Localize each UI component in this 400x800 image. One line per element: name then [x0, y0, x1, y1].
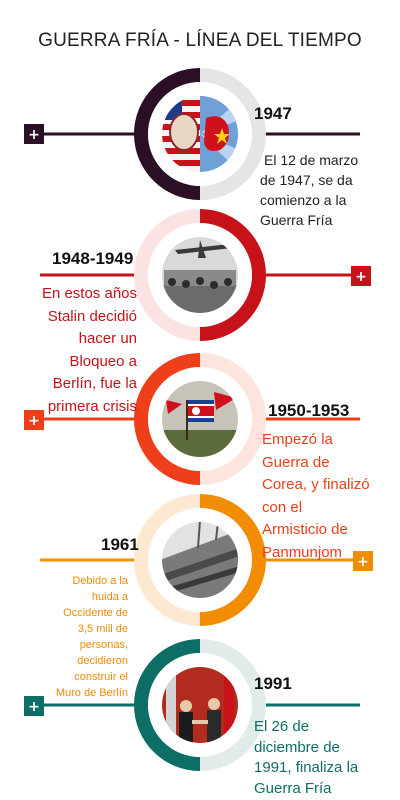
ring-left-1961 — [134, 494, 200, 626]
svg-text:+: + — [357, 554, 369, 570]
event-year-1991: 1991 — [254, 674, 292, 693]
event-year-1950-1953: 1950-1953 — [268, 401, 350, 420]
event-year-1948-1949: 1948-1949 — [52, 249, 134, 268]
plus-icon[interactable] — [353, 551, 373, 571]
event-year-1961: 1961 — [101, 535, 139, 554]
berlin-airlift-image — [162, 237, 238, 313]
event-1950-1953-graphic: + — [24, 353, 360, 485]
event-text-1961: Debido a la huida a Occidente de 3,5 mil… — [55, 575, 128, 699]
event-year-1947: 1947 — [254, 104, 292, 123]
korean-war-image — [162, 381, 238, 457]
event-text-1991: El 26 de diciembre de 1991, finaliza la … — [254, 718, 359, 797]
ring-right-1950 — [200, 353, 266, 485]
ring-left-1950 — [134, 353, 200, 485]
ring-right-1961 — [200, 494, 266, 626]
ring-left-1948 — [134, 209, 200, 341]
page-title: GUERRA FRÍA - LÍNEA DEL TIEMPO — [38, 30, 362, 51]
ring-left-1947 — [134, 68, 200, 200]
svg-text:+: + — [28, 413, 40, 429]
ring-right-1948 — [200, 209, 266, 341]
event-1991-graphic: + — [24, 639, 360, 771]
event-1961-graphic: + — [40, 494, 373, 626]
svg-text:+: + — [28, 699, 40, 715]
event-text-1948-1949: En estos años Stalin decidió hacer un Bl… — [41, 285, 137, 415]
svg-text:+: + — [28, 127, 40, 143]
ring-left-1991 — [134, 639, 200, 771]
berlin-wall-image — [162, 522, 238, 598]
end-cold-war-image — [162, 667, 238, 743]
event-1947-graphic: + — [24, 68, 360, 200]
svg-text:+: + — [355, 269, 367, 285]
event-text-1950-1953: Empezó la Guerra de Corea, y finalizó co… — [262, 431, 370, 561]
plus-icon[interactable] — [24, 124, 44, 144]
plus-icon[interactable] — [24, 410, 44, 430]
event-text-1947: El 12 de marzo de 1947, se da comienzo a… — [260, 152, 359, 228]
event-1948-1949-graphic: + — [40, 209, 371, 341]
plus-icon[interactable] — [24, 696, 44, 716]
plus-icon[interactable] — [351, 266, 371, 286]
ring-right-1947 — [200, 68, 266, 200]
ring-right-1991 — [200, 639, 266, 771]
